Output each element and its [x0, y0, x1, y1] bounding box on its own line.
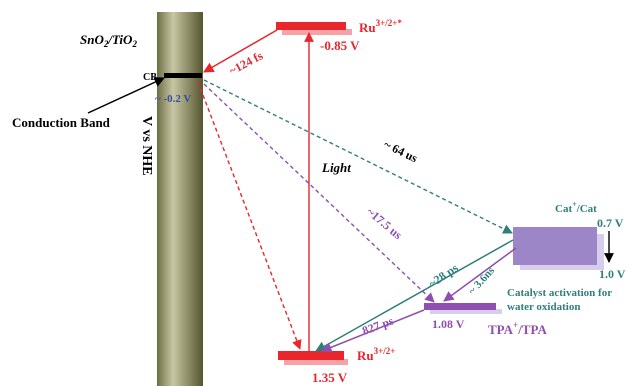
recomb-tpa-label: ~17.5 us — [364, 205, 405, 243]
injection-label: ~124 fs — [227, 48, 266, 77]
conduction-band-line — [164, 73, 202, 78]
light-label: Light — [321, 160, 351, 175]
electrode-label: SnO2/TiO2 — [80, 32, 137, 49]
ru-excited-level — [276, 22, 346, 30]
cat-to-ru-arrow — [315, 239, 514, 352]
cat-to-ru-label: ~28 ps — [426, 260, 461, 290]
catalyst-potential-bottom: 1.0 V — [599, 267, 626, 281]
ru-excited-label: Ru3+/2+* — [359, 18, 402, 35]
tpa-level — [424, 303, 496, 310]
tpa-to-ru-arrow — [321, 309, 425, 353]
conduction-band-callout: Conduction Band — [12, 115, 111, 130]
ru-ground-potential: 1.35 V — [312, 370, 348, 385]
conduction-band-pointer — [87, 77, 165, 114]
ru-ground-level — [278, 351, 344, 360]
injection-arrow — [203, 29, 278, 73]
cb-tag: CB — [143, 72, 157, 83]
catalyst-label: Cat+/Cat — [555, 200, 597, 215]
cb-potential: ~ -0.2 V — [155, 93, 191, 105]
tpa-potential: 1.08 V — [432, 317, 465, 331]
catalyst-activation-line1: Catalyst activation for — [507, 287, 612, 299]
ru-ground-shadow — [284, 359, 348, 365]
catalyst-level — [513, 227, 597, 265]
ru-ground-label: Ru3+/2+ — [357, 346, 395, 363]
tpa-shadow — [430, 309, 502, 314]
recomb-ru-arrow — [197, 81, 302, 350]
recomb-cat-arrow — [203, 79, 513, 234]
axis-label: V vs NHE — [139, 116, 154, 176]
cat-to-tpa-arrow — [443, 247, 517, 302]
recomb-tpa-arrow — [203, 83, 435, 303]
tpa-label: TPA+/TPA — [488, 320, 547, 337]
recomb-cat-label: ~ 64 us — [382, 137, 420, 165]
catalyst-potential-top: 0.7 V — [597, 216, 624, 230]
tpa-to-ru-label: 827 ps — [360, 313, 395, 337]
ru-excited-shadow — [282, 29, 352, 35]
electrode-bar — [157, 12, 203, 386]
ru-excited-potential: -0.85 V — [320, 38, 360, 53]
catalyst-activation-line2: water oxidation — [507, 301, 580, 313]
